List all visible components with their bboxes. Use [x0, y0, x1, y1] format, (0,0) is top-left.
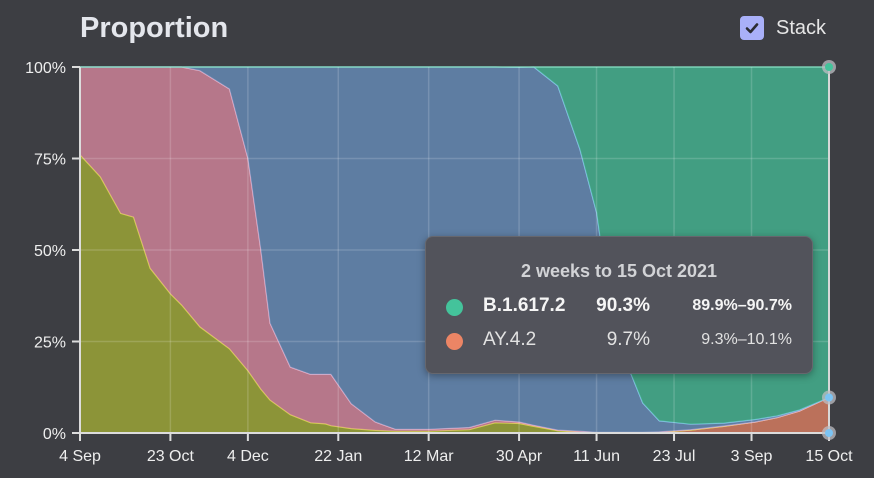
checkmark-icon [745, 23, 759, 34]
range-high: 90.7% [746, 297, 792, 314]
x-tick-label: 15 Oct [805, 448, 853, 465]
series-range: 89.9%–90.7% [692, 297, 792, 315]
range-low: 9.3% [701, 331, 738, 348]
area-series-1[interactable] [80, 154, 829, 434]
x-tick-label: 3 Sep [731, 448, 773, 465]
tooltip-title: 2 weeks to 15 Oct 2021 [520, 261, 718, 281]
area-series-2[interactable] [80, 67, 829, 433]
hover-marker [825, 393, 833, 402]
hover-marker [825, 63, 833, 71]
series-color-dot [446, 299, 463, 316]
series-value: 9.7% [606, 329, 650, 350]
y-tick-label: 100% [25, 60, 66, 77]
stack-checkbox[interactable] [740, 16, 764, 40]
range-sep: – [737, 297, 747, 314]
y-tick-label: 75% [34, 152, 66, 169]
y-tick-label: 50% [34, 243, 66, 260]
x-tick-label: 4 Dec [227, 448, 269, 465]
x-tick-label: 22 Jan [314, 448, 362, 465]
x-tick-label: 11 Jun [573, 448, 620, 465]
series-value: 90.3% [596, 295, 650, 316]
y-tick-label: 0% [43, 426, 66, 443]
area-AY.4.2[interactable] [80, 397, 829, 434]
x-tick-label: 30 Apr [496, 448, 543, 465]
range-low: 89.9% [692, 297, 738, 314]
series-range: 9.3%–10.1% [701, 331, 792, 349]
chart-title: Proportion [80, 12, 229, 44]
stack-label: Stack [776, 16, 827, 39]
hover-layer [822, 60, 836, 440]
x-tick-label: 23 Oct [147, 448, 195, 465]
tooltip-row-b16172: B.1.617.2 90.3% 89.9%–90.7% [426, 295, 812, 319]
tooltip-row-ay42: AY.4.2 9.7% 9.3%–10.1% [426, 329, 812, 353]
x-tick-label: 23 Jul [653, 448, 696, 465]
stack-toggle[interactable]: Stack [740, 16, 826, 40]
axes-layer: 0% 25% 50% 75% 100% 4 Sep 23 Oct 4 Dec 22 Jan 12 … [25, 60, 853, 465]
x-tick-label: 12 Mar [404, 448, 454, 465]
x-tick-label: 4 Sep [59, 448, 101, 465]
series-color-dot [446, 333, 463, 350]
series-name: AY.4.2 [483, 329, 537, 350]
hover-marker [825, 429, 833, 437]
tooltip: 2 weeks to 15 Oct 2021 B.1.617.2 90.3% 8… [425, 236, 813, 374]
y-tick-label: 25% [34, 335, 66, 352]
series-name: B.1.617.2 [483, 295, 566, 316]
range-high: 10.1% [746, 331, 792, 348]
range-sep: – [737, 331, 747, 348]
